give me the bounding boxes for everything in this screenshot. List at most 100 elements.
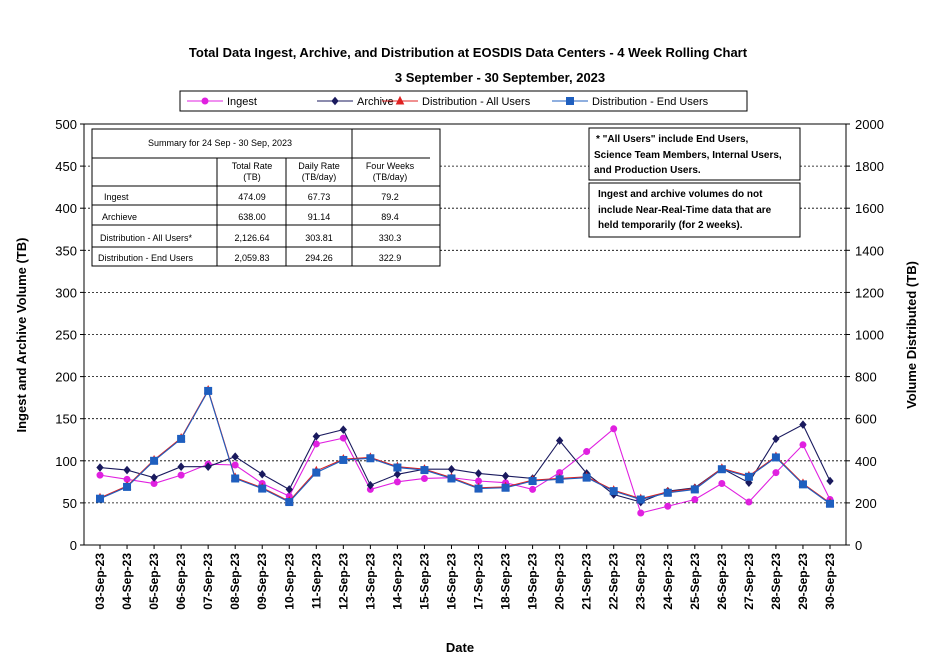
note-all-users: * "All Users" include End Users, Science… (588, 127, 801, 181)
data-point-distribution-end-users (393, 463, 402, 472)
data-point-distribution-end-users (582, 473, 591, 482)
x-tick-label: 06-Sep-23 (174, 553, 188, 610)
x-tick-label: 25-Sep-23 (688, 553, 702, 610)
summary-table: Summary for 24 Sep - 30 Sep, 2023 Total … (91, 128, 441, 267)
series-archive (96, 420, 834, 507)
data-point-ingest (529, 485, 537, 493)
x-tick-label: 05-Sep-23 (147, 553, 161, 610)
x-tick-label: 20-Sep-23 (553, 553, 567, 610)
summary-row-label: Distribution - All Users* (100, 233, 193, 243)
chart-subtitle: 3 September - 30 September, 2023 (395, 70, 605, 85)
y2-tick-label: 1200 (855, 285, 884, 300)
note-line: include Near-Real-Time data that are (598, 205, 772, 216)
x-tick-label: 22-Sep-23 (607, 553, 621, 610)
data-point-archive (393, 470, 402, 479)
x-tick-label: 29-Sep-23 (796, 553, 810, 610)
data-point-distribution-end-users (717, 465, 726, 474)
data-point-ingest (691, 496, 699, 504)
y-tick-label: 250 (55, 328, 77, 343)
data-point-distribution-end-users (636, 495, 645, 504)
summary-row-daily: 303.81 (305, 233, 333, 243)
chart-title: Total Data Ingest, Archive, and Distribu… (189, 45, 748, 60)
summary-row-label: Distribution - End Users (98, 253, 194, 263)
x-tick-label: 10-Sep-23 (282, 553, 296, 610)
note-line: held temporarily (for 2 weeks). (598, 220, 743, 231)
data-point-archive (312, 432, 320, 441)
x-tick-label: 15-Sep-23 (417, 553, 431, 610)
summary-header-total: Total Rate (232, 161, 273, 171)
data-point-distribution-end-users (609, 487, 618, 496)
summary-header-daily: Daily Rate (298, 161, 340, 171)
data-point-distribution-end-users (528, 477, 537, 486)
data-point-distribution-end-users (771, 453, 780, 462)
y-tick-label: 350 (55, 243, 77, 258)
summary-row-four: 79.2 (381, 192, 399, 202)
y2-tick-label: 2000 (855, 117, 884, 132)
x-tick-label: 12-Sep-23 (336, 553, 350, 610)
data-point-archive (745, 478, 753, 487)
data-point-distribution-end-users (798, 480, 807, 489)
legend-item: Ingest (187, 96, 257, 108)
summary-header-daily-unit: (TB/day) (302, 172, 337, 182)
data-point-distribution-end-users (204, 386, 213, 395)
data-point-distribution-end-users (447, 474, 456, 483)
x-tick-label: 18-Sep-23 (499, 553, 513, 610)
legend-label: Distribution - End Users (592, 96, 709, 108)
summary-header-four-unit: (TB/day) (373, 172, 408, 182)
data-point-archive (204, 462, 212, 471)
data-point-archive (339, 425, 347, 434)
data-point-distribution-end-users (150, 456, 159, 465)
data-point-ingest (610, 425, 618, 433)
y2-tick-label: 1800 (855, 159, 884, 174)
data-point-distribution-end-users (555, 475, 564, 484)
data-point-archive (474, 469, 483, 478)
y2-tick-label: 800 (855, 370, 877, 385)
note-line: Ingest and archive volumes do not (598, 189, 763, 200)
data-point-distribution-end-users (312, 468, 321, 477)
note-box (588, 127, 801, 181)
x-tick-label: 14-Sep-23 (390, 553, 404, 610)
data-point-archive (447, 464, 456, 474)
summary-row-label: Ingest (104, 192, 129, 202)
data-point-distribution-end-users (96, 494, 104, 503)
data-point-archive (177, 462, 185, 471)
x-tick-label: 07-Sep-23 (201, 553, 215, 610)
data-point-archive (231, 452, 239, 461)
data-point-distribution-end-users (744, 472, 753, 481)
legend-item: Distribution - All Users (382, 95, 531, 108)
data-point-archive (258, 470, 266, 479)
x-tick-label: 08-Sep-23 (228, 553, 242, 610)
series-distribution-all-users (95, 384, 835, 507)
y-tick-label: 0 (70, 538, 77, 553)
data-point-distribution-end-users (339, 455, 348, 464)
y2-tick-label: 200 (855, 496, 877, 511)
x-tick-label: 23-Sep-23 (634, 553, 648, 610)
summary-box (91, 128, 441, 267)
data-point-distribution-end-users (663, 488, 672, 497)
data-point-distribution-end-users (501, 483, 510, 492)
legend-box (179, 90, 748, 112)
y2-axis-label: Volume Distributed (TB) (904, 261, 919, 409)
summary-row-four: 330.3 (379, 233, 402, 243)
data-point-archive (150, 473, 158, 482)
x-tick-label: 09-Sep-23 (255, 553, 269, 610)
x-tick-label: 30-Sep-23 (823, 553, 837, 610)
legend-label: Archive (357, 96, 394, 108)
legend-marker (395, 95, 405, 105)
data-point-distribution-end-users (474, 484, 483, 493)
series-line-distribution-end-users (99, 389, 831, 505)
data-point-archive (555, 436, 564, 445)
data-point-ingest (96, 471, 104, 479)
data-point-ingest (799, 441, 807, 449)
summary-caption: Summary for 24 Sep - 30 Sep, 2023 (148, 138, 292, 148)
x-tick-label: 16-Sep-23 (444, 553, 458, 610)
summary-header-total-unit: (TB) (243, 172, 261, 182)
y-tick-label: 450 (55, 159, 77, 174)
data-point-archive (799, 420, 807, 429)
data-point-ingest (312, 440, 320, 448)
y2-tick-label: 0 (855, 538, 862, 553)
x-tick-label: 04-Sep-23 (120, 553, 134, 610)
legend-item: Archive (317, 96, 394, 108)
summary-row-total: 474.09 (238, 192, 266, 202)
